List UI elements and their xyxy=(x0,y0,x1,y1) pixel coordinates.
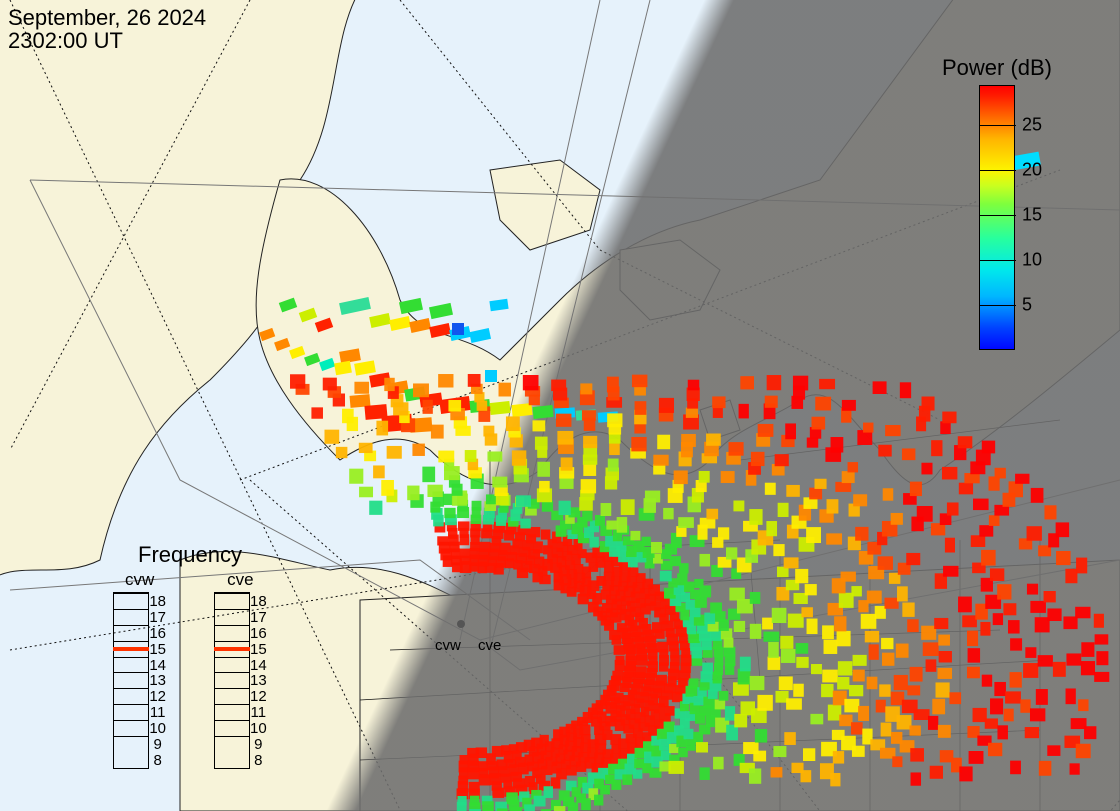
freq-cell-11 xyxy=(114,704,148,720)
freq-cell-9 xyxy=(114,736,148,752)
colorbar-gradient-bar: 25 20 15 10 5 xyxy=(979,85,1015,350)
main-arc-scatter-cells xyxy=(290,374,1109,811)
colorbar-title-label: Power (dB) xyxy=(922,55,1072,81)
frequency-cve-label: cve xyxy=(214,570,267,590)
freq-cell-8b xyxy=(215,752,249,768)
frequency-columns-container: cvw xyxy=(75,570,305,769)
freq-cell-10b xyxy=(215,720,249,736)
radar-power-map: September, 26 2024 2302:00 UT xyxy=(0,0,1120,811)
frequency-cvw-thermometer[interactable] xyxy=(113,592,149,769)
freq-cell-13 xyxy=(114,672,148,688)
freq-cell-11b xyxy=(215,704,249,720)
freq-cell-8 xyxy=(114,752,148,768)
freq-cell-9b xyxy=(215,736,249,752)
frequency-cve-thermometer[interactable] xyxy=(214,592,250,769)
freq-cell-18 xyxy=(114,593,148,609)
frequency-cvw-ticklabels: 8 9 10 11 12 13 14 15 16 17 18 xyxy=(149,592,166,769)
freq-cell-12 xyxy=(114,688,148,704)
frequency-cve-scale: 8 9 10 11 12 13 14 15 16 17 18 xyxy=(214,592,267,769)
radar-label-cve: cve xyxy=(478,637,501,654)
radar-label-cvw: cvw xyxy=(435,637,461,654)
freq-cell-10 xyxy=(114,720,148,736)
freq-cell-12b xyxy=(215,688,249,704)
freq-cell-14 xyxy=(114,657,148,673)
freq-cell-13b xyxy=(215,672,249,688)
frequency-column-cvw: cvw xyxy=(113,570,166,769)
colorbar-tick-10: 10 xyxy=(1022,249,1042,270)
freq-cell-16 xyxy=(114,625,148,641)
freq-cell-14b xyxy=(215,657,249,673)
colorbar-tick-15: 15 xyxy=(1022,204,1042,225)
freq-cell-15-marker xyxy=(114,641,148,657)
freq-cell-17 xyxy=(114,609,148,625)
frequency-legend: Frequency cvw xyxy=(75,542,305,769)
freq-cell-16b xyxy=(215,625,249,641)
radar-site-marker[interactable] xyxy=(457,620,465,628)
freq-cell-17b xyxy=(215,609,249,625)
colorbar-tick-20: 20 xyxy=(1022,159,1042,180)
colorbar-tick-25: 25 xyxy=(1022,114,1042,135)
frequency-legend-title: Frequency xyxy=(75,542,305,568)
frequency-cvw-label: cvw xyxy=(113,570,166,590)
frequency-column-cve: cve 8 9 10 11 12 13 14 15 16 17 18 xyxy=(214,570,267,769)
power-colorbar: Power (dB) 25 20 15 10 5 xyxy=(922,55,1072,350)
freq-cell-18b xyxy=(215,593,249,609)
frequency-cve-ticklabels: 8 9 10 11 12 13 14 15 16 17 18 xyxy=(250,592,267,769)
colorbar-tick-5: 5 xyxy=(1022,294,1032,315)
freq-cell-15b-marker xyxy=(215,641,249,657)
frequency-cvw-scale: 8 9 10 11 12 13 14 15 16 17 18 xyxy=(113,592,166,769)
